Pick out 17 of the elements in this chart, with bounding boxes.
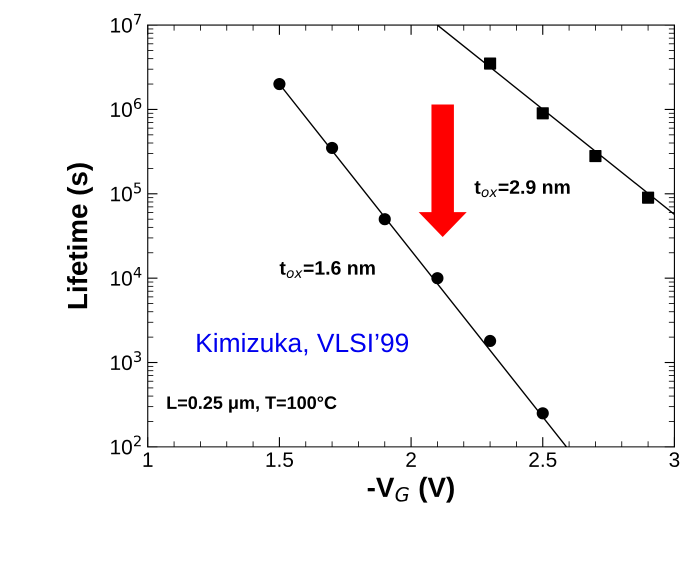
series-label: t$_{ox}$=2.9 nm <box>474 180 570 198</box>
y-tick-label: 10$^{5}$ <box>111 182 141 202</box>
x-axis-title: -V$_{G}$ (V) <box>368 476 454 503</box>
x-tick-label: 3 <box>669 452 680 468</box>
x-tick-label: 1.5 <box>266 452 294 468</box>
annotation: L=0.25 μm, T=100°C <box>167 396 337 413</box>
y-tick-label: 10$^{7}$ <box>111 14 141 33</box>
x-tick-label: 2.5 <box>529 452 556 468</box>
annotation: Kimizuka, VLSI’99 <box>197 332 408 356</box>
y-tick-label: 10$^{4}$ <box>111 266 142 286</box>
y-tick-label: 10$^{6}$ <box>111 98 142 118</box>
series-label: t$_{ox}$=1.6 nm <box>280 261 375 278</box>
y-tick-label: 10$^{2}$ <box>111 435 141 454</box>
x-tick-label: 1 <box>144 452 153 467</box>
y-tick-label: 10$^{3}$ <box>111 351 142 370</box>
x-tick-label: 2 <box>406 452 416 467</box>
y-axis-title: Lifetime (s) <box>66 163 93 308</box>
